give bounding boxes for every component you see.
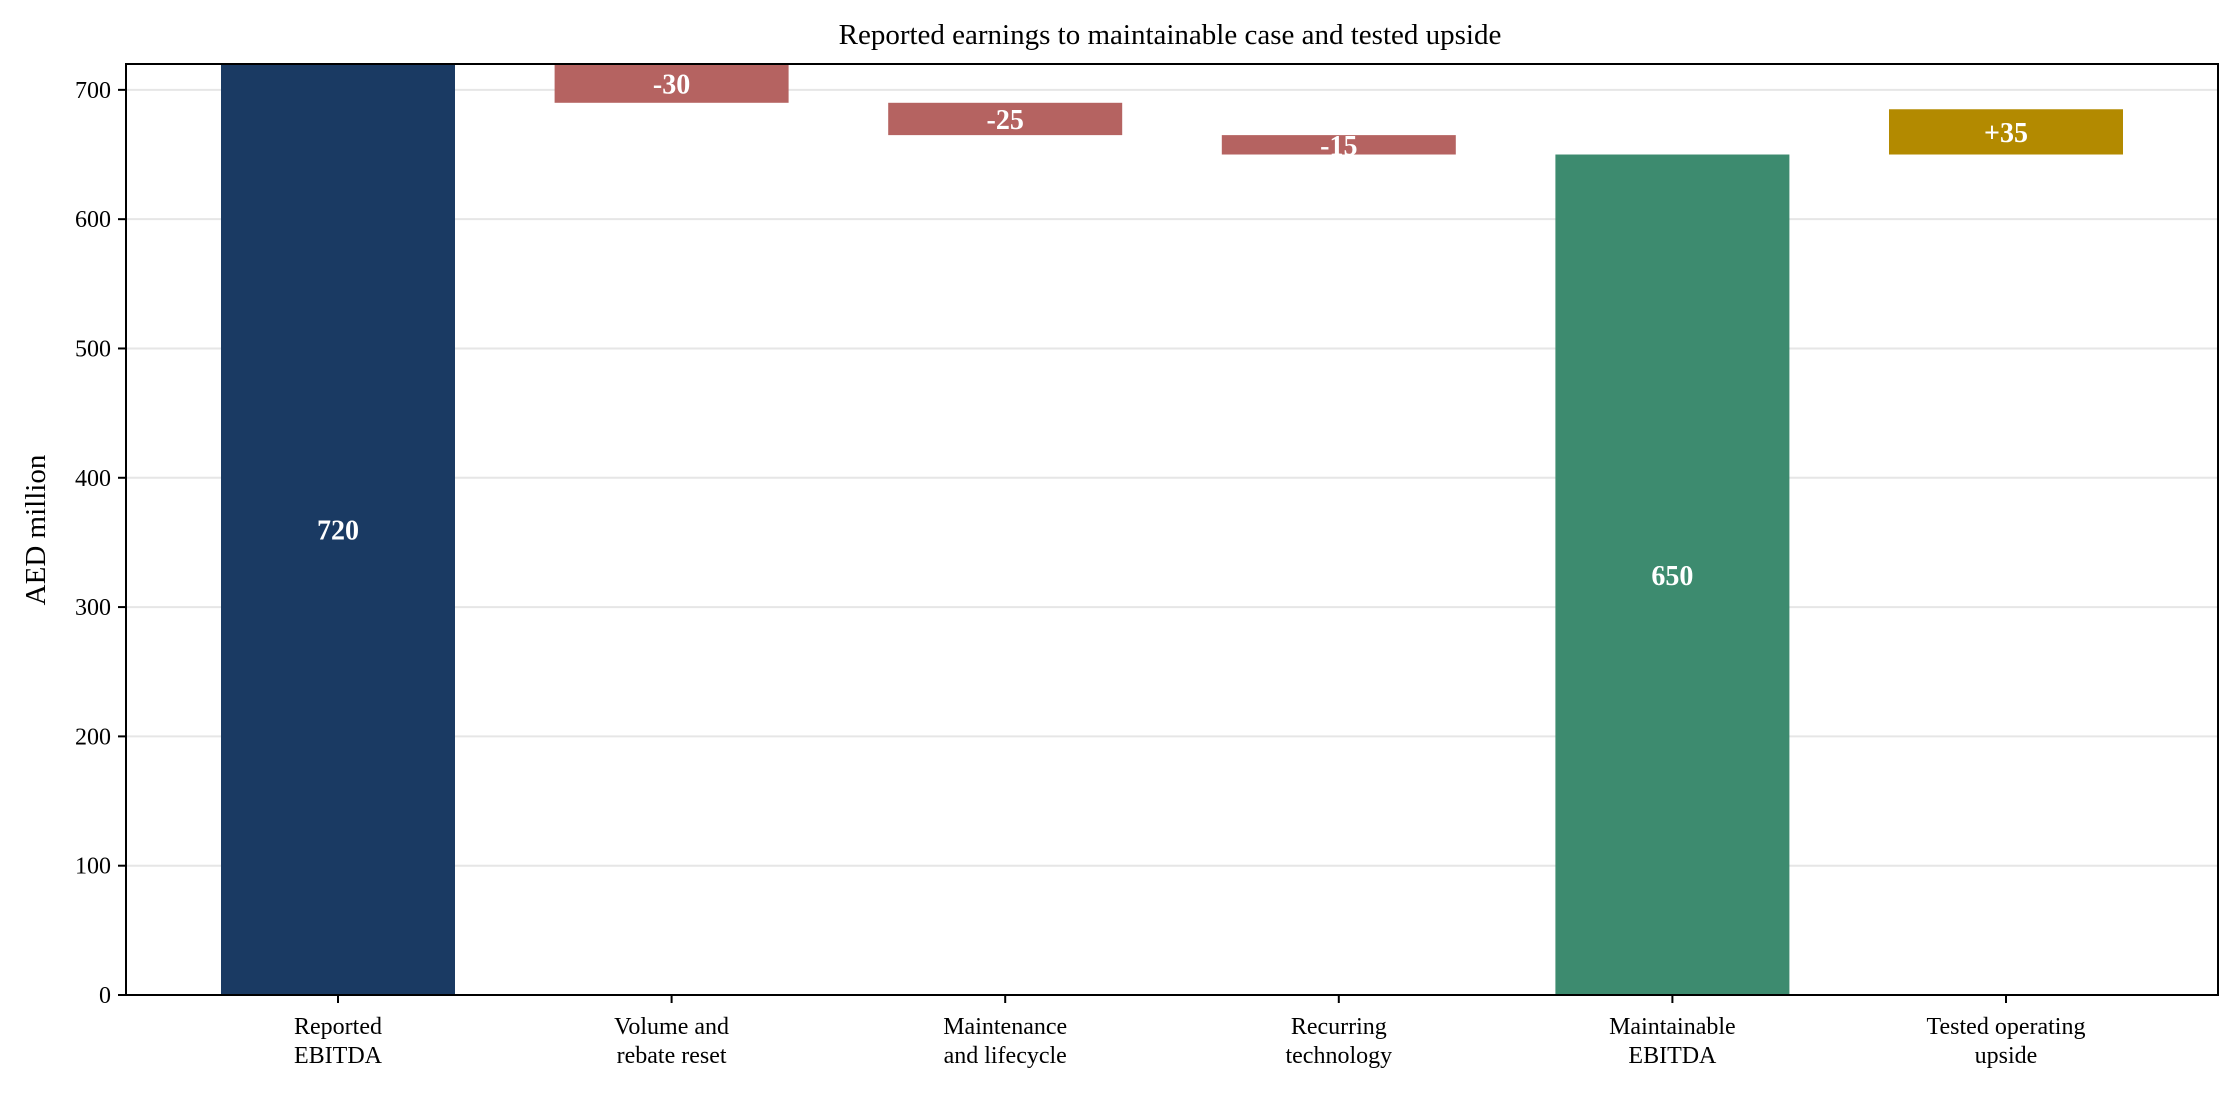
y-tick-label: 600 — [75, 207, 111, 233]
x-tick-label: Maintainable — [1609, 1014, 1736, 1040]
x-tick-label: Volume and — [614, 1014, 729, 1040]
y-tick-label: 300 — [75, 595, 111, 621]
x-axis: Reported EBITDA Volume and rebate reset Main… — [294, 995, 2085, 1069]
y-tick-label: 500 — [75, 336, 111, 362]
x-tick-label: rebate reset — [617, 1043, 727, 1069]
bar-increase — [1889, 109, 2123, 155]
bar-value-label: -30 — [653, 69, 690, 100]
y-axis-label: AED million — [20, 454, 52, 605]
bar-value-label: -25 — [987, 105, 1024, 136]
x-tick-label: Tested operating — [1927, 1014, 2086, 1040]
plot-frame — [125, 63, 2219, 996]
bar-decrease — [554, 64, 789, 103]
bars — [221, 64, 2123, 995]
x-tick-label: Reported — [294, 1014, 382, 1040]
bar-decrease — [888, 102, 1123, 136]
x-tick-label: and lifecycle — [944, 1043, 1067, 1069]
bar-decrease — [1221, 135, 1456, 155]
x-tick-label: technology — [1285, 1043, 1392, 1069]
bar-total — [1555, 154, 1790, 995]
bar-value-label: +35 — [1984, 118, 2028, 149]
x-tick-label: Recurring — [1291, 1014, 1387, 1040]
bar-value-label: 720 — [317, 516, 359, 547]
gridlines — [126, 88, 2218, 867]
bar-total — [221, 64, 455, 995]
bar-value-label: -15 — [1320, 131, 1357, 162]
bar-labels: 720 -30 -25 -15 650 +35 — [317, 69, 2028, 591]
y-tick-label: 700 — [75, 78, 111, 104]
x-tick-label: EBITDA — [294, 1043, 383, 1069]
x-tick-label: Maintenance — [943, 1014, 1067, 1040]
y-tick-label: 100 — [75, 854, 111, 880]
x-tick-label: EBITDA — [1628, 1043, 1717, 1069]
y-tick-label: 400 — [75, 466, 111, 492]
chart-title: Reported earnings to maintainable case a… — [839, 19, 1502, 51]
bar-value-label: 650 — [1651, 561, 1693, 592]
y-tick-label: 0 — [99, 983, 111, 1009]
y-axis: 0 100 200 300 400 500 600 700 — [75, 78, 126, 1009]
x-tick-label: upside — [1975, 1043, 2038, 1069]
y-tick-label: 200 — [75, 724, 111, 750]
